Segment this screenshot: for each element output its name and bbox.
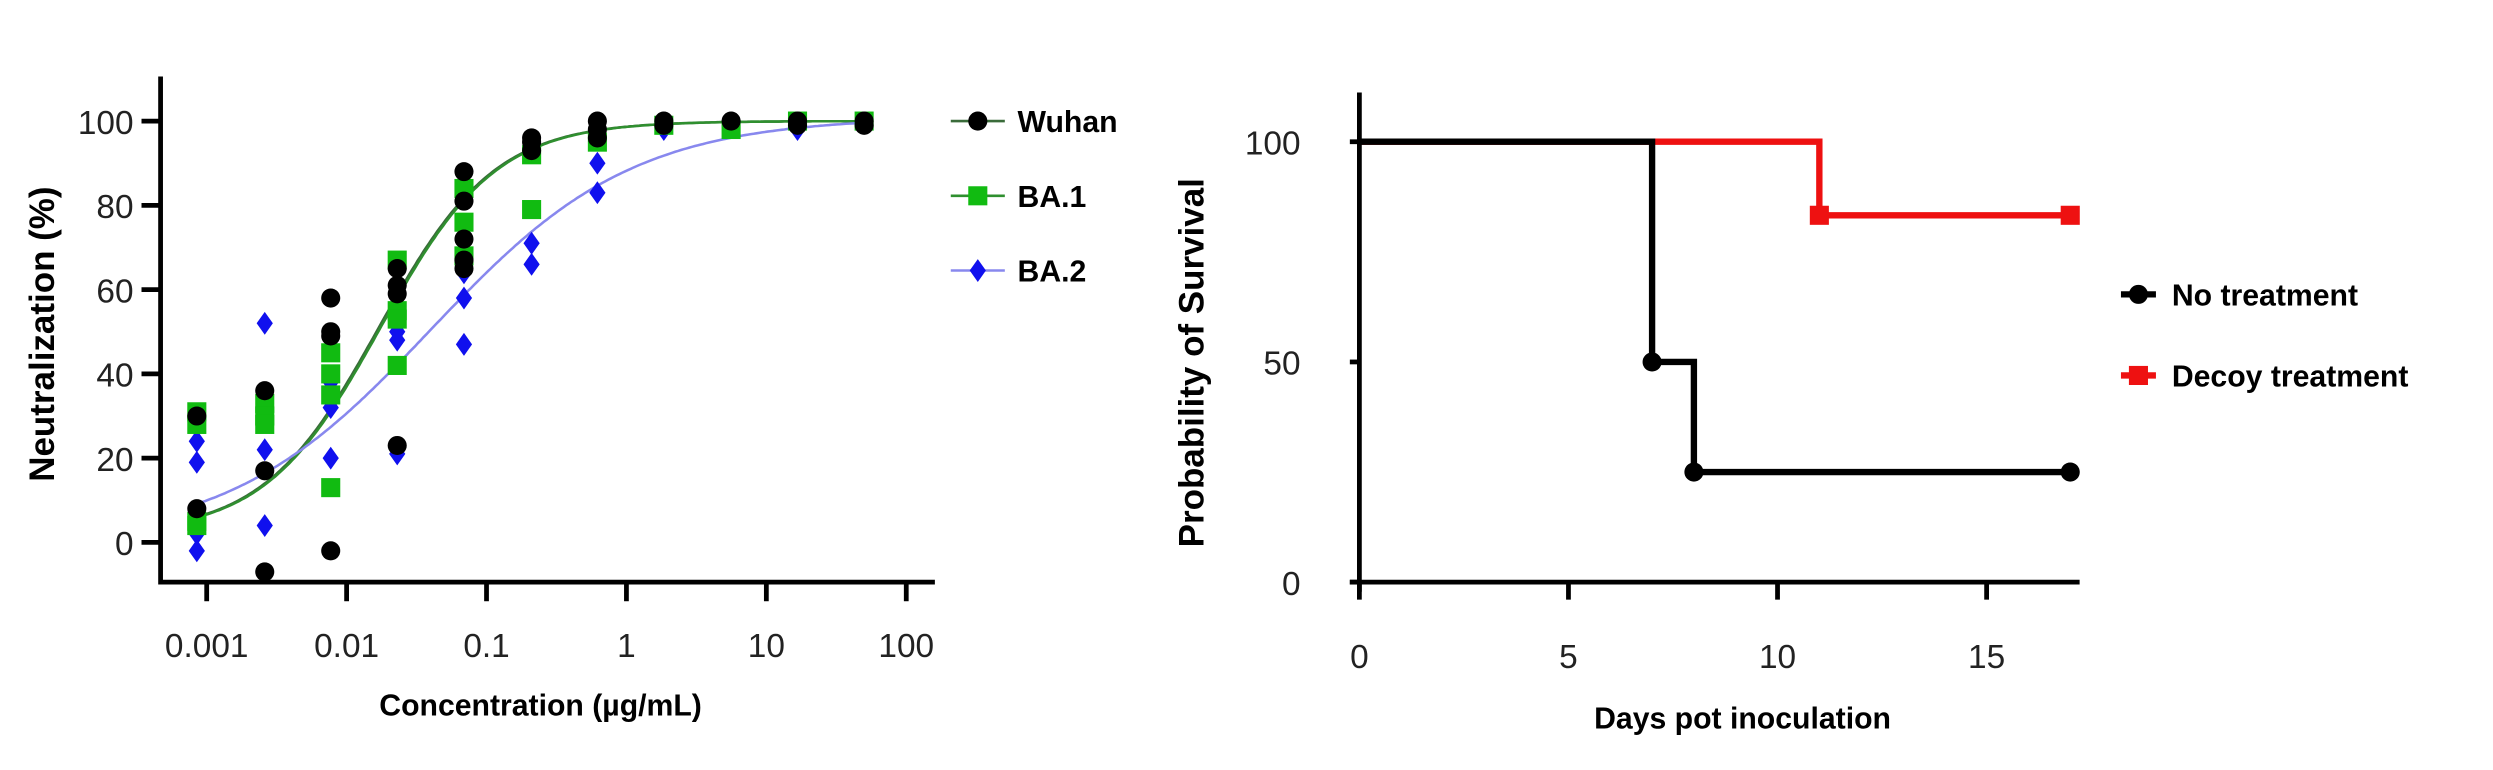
- x-axis-title: Concentration (µg/mL): [379, 690, 702, 723]
- x-tick-label: 10: [748, 628, 785, 665]
- legend-marker-diamond: [969, 259, 986, 282]
- data-point-wuhan: [454, 162, 474, 182]
- data-point-wuhan: [587, 128, 607, 148]
- data-point-ba2: [523, 252, 540, 276]
- data-point-ba1: [321, 478, 341, 498]
- x-axis-title: Days pot inoculation: [1594, 702, 1891, 735]
- survival-lines: [1359, 138, 2080, 482]
- legend-marker-circle: [968, 111, 988, 131]
- data-point-ba2: [455, 332, 473, 356]
- data-point-wuhan: [522, 141, 542, 161]
- data-point-wuhan: [187, 499, 207, 519]
- data-point-wuhan: [387, 435, 407, 456]
- x-tick-label: 0.1: [463, 628, 509, 665]
- survival-line-decoy-treatment: [1359, 138, 2071, 219]
- censor-marker: [2060, 205, 2080, 225]
- left-axes: [158, 76, 935, 585]
- censor-marker: [2060, 462, 2080, 482]
- x-tick-label: 10: [1759, 639, 1796, 676]
- survival-chart: 0 5 10 15 0 50 100 Probability of Survival Day…: [1173, 92, 2409, 735]
- legend-label: No treatment: [2172, 280, 2358, 313]
- data-point-ba2: [188, 539, 205, 563]
- fit-curves: [196, 119, 863, 519]
- data-point-wuhan: [321, 541, 341, 561]
- data-point-wuhan: [454, 191, 474, 211]
- legend-label: Wuhan: [1018, 106, 1118, 139]
- y-axis-title: Neutralization (%): [23, 186, 62, 481]
- y-tick-label: 50: [1263, 346, 1300, 383]
- legend-label: BA.2: [1018, 256, 1087, 289]
- data-point-ba2: [455, 286, 473, 310]
- data-point-wuhan: [854, 115, 874, 135]
- y-tick-label: 0: [1282, 566, 1301, 603]
- data-point-ba1: [522, 200, 542, 220]
- axis-ticks: 0 5 10 15 0 50 100: [1245, 125, 2005, 676]
- x-tick-label: 0.01: [314, 628, 379, 665]
- data-point-ba1: [255, 414, 275, 434]
- data-points: [187, 111, 874, 582]
- fit-curve-ba2: [196, 121, 863, 506]
- x-tick-label: 0.001: [165, 628, 249, 665]
- data-point-wuhan: [255, 461, 275, 481]
- data-point-ba1: [321, 364, 341, 384]
- legend: Wuhan BA.1 BA.2: [950, 106, 1118, 289]
- censor-marker: [1684, 462, 1704, 482]
- data-point-wuhan: [454, 229, 474, 249]
- data-point-ba1: [454, 212, 474, 232]
- axis-ticks: 0.001 0.01 0.1 1 10 100 0 20 40 60 80 100: [78, 105, 934, 665]
- data-point-wuhan: [387, 284, 407, 304]
- data-point-wuhan: [255, 381, 275, 401]
- data-point-ba1: [387, 309, 407, 329]
- legend-marker-square: [968, 186, 988, 206]
- data-point-wuhan: [387, 258, 407, 279]
- legend-label: Decoy treatment: [2172, 361, 2409, 394]
- y-tick-label: 20: [96, 442, 133, 479]
- neutralization-chart: 0.001 0.01 0.1 1 10 100 0 20 40 60 80 100 Neutraliz…: [23, 76, 1118, 723]
- data-point-wuhan: [654, 115, 674, 135]
- data-point-ba1: [387, 355, 407, 375]
- data-point-ba2: [256, 311, 273, 335]
- data-point-ba1: [321, 343, 341, 363]
- x-tick-label: 5: [1559, 639, 1578, 676]
- x-tick-label: 1: [617, 628, 636, 665]
- data-point-wuhan: [454, 258, 474, 279]
- x-tick-label: 100: [878, 628, 934, 665]
- data-point-wuhan: [787, 115, 808, 135]
- data-point-wuhan: [255, 562, 275, 582]
- data-point-ba2: [188, 450, 205, 474]
- fit-curve-ba1: [196, 119, 863, 519]
- data-point-ba2: [256, 438, 273, 462]
- data-point-ba2: [256, 514, 273, 537]
- legend-label: BA.1: [1018, 181, 1087, 214]
- data-point-ba2: [322, 446, 339, 470]
- data-point-ba2: [589, 151, 606, 175]
- censor-marker: [1642, 352, 1662, 372]
- data-point-wuhan: [721, 111, 741, 131]
- y-axis-title: Probability of Survival: [1173, 178, 1212, 547]
- y-tick-label: 0: [115, 526, 134, 563]
- legend-marker-square: [2128, 365, 2148, 385]
- right-axes: [1349, 92, 2080, 592]
- legend-marker-circle: [2128, 284, 2148, 304]
- y-tick-label: 100: [78, 105, 134, 142]
- data-point-wuhan: [187, 406, 207, 426]
- y-tick-label: 40: [96, 358, 133, 395]
- y-tick-label: 100: [1245, 125, 1301, 162]
- y-tick-label: 60: [96, 273, 133, 310]
- data-point-ba2: [589, 181, 606, 205]
- data-point-wuhan: [321, 288, 341, 308]
- x-tick-label: 0: [1350, 639, 1369, 676]
- legend: No treatment Decoy treatment: [2120, 280, 2409, 394]
- data-point-wuhan: [321, 326, 341, 346]
- y-tick-label: 80: [96, 189, 133, 226]
- data-point-ba1: [321, 385, 341, 405]
- fit-curve-wuhan: [196, 119, 863, 519]
- censor-marker: [1809, 205, 1829, 225]
- survival-line-no-treatment: [1359, 138, 2071, 476]
- data-point-ba2: [389, 328, 406, 352]
- x-tick-label: 15: [1968, 639, 2005, 676]
